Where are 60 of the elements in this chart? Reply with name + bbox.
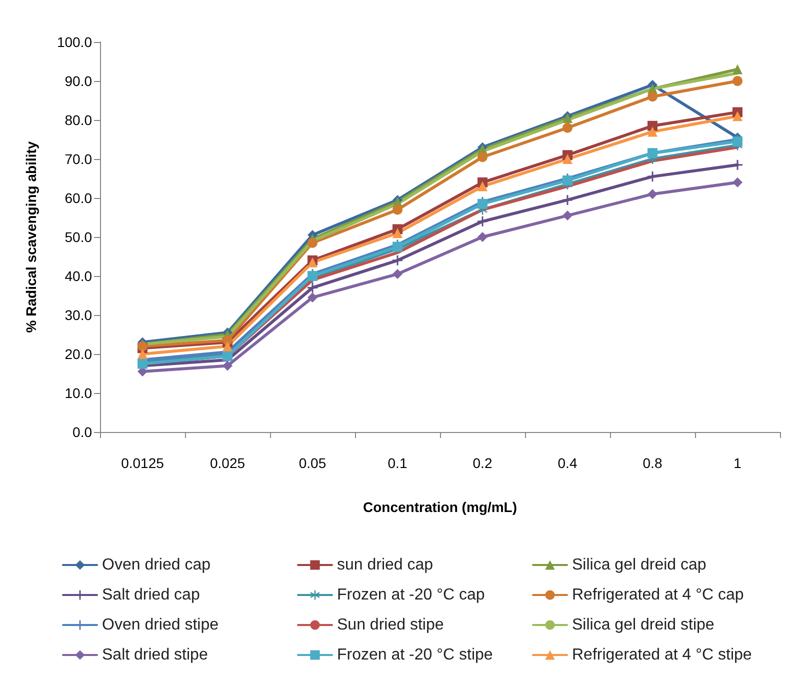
- point: [732, 177, 742, 188]
- y-tick-label: 20.0: [64, 346, 92, 362]
- legend-label: Refrigerated at 4 °C cap: [572, 586, 744, 604]
- point: [478, 232, 488, 242]
- point: [732, 76, 742, 86]
- y-tick-label: 90.0: [64, 73, 92, 89]
- point: [222, 360, 232, 371]
- x-tick-label: 0.025: [210, 455, 246, 471]
- point: [308, 292, 318, 302]
- point: [478, 152, 488, 162]
- y-tick-label: 70.0: [64, 151, 92, 167]
- legend-label: Oven dried cap: [102, 556, 211, 574]
- point: [562, 154, 572, 164]
- x-tick-label: 0.0125: [121, 455, 164, 471]
- y-tick-label: 40.0: [64, 268, 92, 284]
- point: [648, 126, 658, 137]
- point: [392, 269, 402, 280]
- point: [562, 210, 572, 221]
- y-axis-title: % Radical scavenging ability: [23, 141, 39, 333]
- legend-label: Frozen at -20 °C stipe: [337, 646, 493, 664]
- legend-label: Sun dried stipe: [337, 616, 444, 634]
- x-tick-label: 0.2: [472, 455, 492, 471]
- x-tick-label: 0.05: [298, 455, 326, 471]
- point: [222, 341, 232, 352]
- point: [562, 122, 572, 133]
- legend-label: sun dried cap: [337, 556, 434, 574]
- x-tick-label: 1: [734, 455, 742, 471]
- y-tick-label: 80.0: [64, 112, 92, 128]
- point: [392, 255, 402, 266]
- y-tick-label: 60.0: [64, 190, 92, 206]
- y-tick-label: 100.0: [56, 34, 92, 50]
- point: [478, 216, 488, 226]
- point: [732, 64, 742, 74]
- point: [392, 204, 402, 215]
- x-tick-label: 0.8: [642, 455, 662, 471]
- legend-label: Silica gel dreid stipe: [572, 616, 714, 634]
- point: [648, 189, 658, 200]
- point: [562, 194, 572, 205]
- legend-label: Oven dried stipe: [102, 616, 219, 634]
- point: [648, 172, 658, 182]
- legend-label: Silica gel dreid cap: [572, 556, 706, 574]
- legend-label: Salt dried stipe: [102, 646, 208, 664]
- point: [308, 282, 318, 293]
- point: [138, 349, 148, 359]
- legend-label: Salt dried cap: [102, 586, 200, 604]
- point: [392, 228, 402, 238]
- legend-label: Frozen at -20 °C cap: [337, 586, 485, 604]
- x-tick-label: 0.4: [558, 455, 578, 471]
- legend-label: Refrigerated at 4 °C stipe: [572, 646, 752, 664]
- y-tick-label: 50.0: [64, 229, 92, 245]
- x-axis-title: Concentration (mg/mL): [363, 499, 517, 515]
- point: [478, 181, 488, 192]
- point: [732, 111, 742, 122]
- y-tick-label: 30.0: [64, 307, 92, 323]
- y-tick-label: 0.0: [72, 424, 92, 440]
- point: [648, 120, 658, 131]
- x-tick-label: 0.1: [388, 455, 408, 471]
- y-tick-label: 10.0: [64, 385, 92, 401]
- point: [308, 238, 318, 248]
- point: [648, 92, 658, 102]
